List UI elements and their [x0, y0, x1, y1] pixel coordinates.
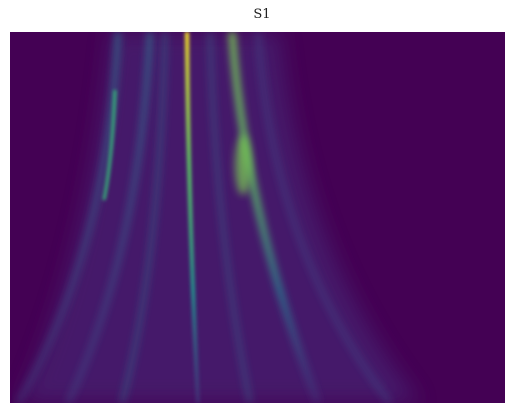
heatmap [10, 32, 505, 403]
page: S1 (() => { const data = JSON.parse(docu… [0, 0, 508, 405]
heatmap-hotspot [235, 135, 251, 195]
chart: S1 [0, 0, 508, 405]
chart-title: S1 [253, 7, 270, 22]
